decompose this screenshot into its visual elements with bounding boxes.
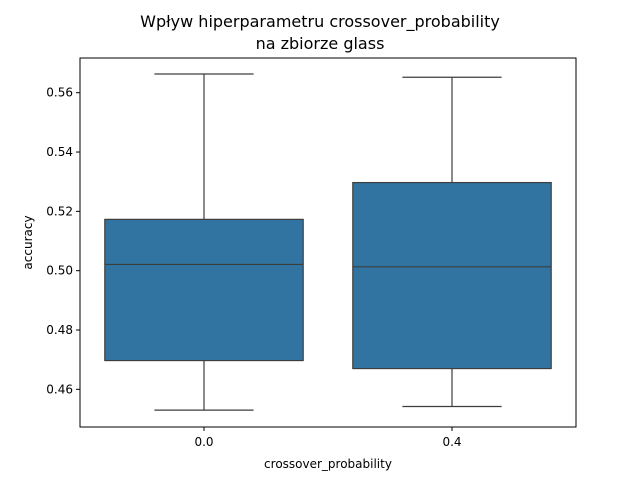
y-tick-label: 0.48 [46,323,73,337]
y-tick-label: 0.50 [46,264,73,278]
y-tick-label: 0.46 [46,382,73,396]
x-tick-label: 0.0 [194,435,213,449]
x-axis-label: crossover_probability [264,457,392,471]
plot-area-frame [79,57,577,428]
box-iqr [104,218,304,362]
y-axis-label: accuracy [21,215,35,269]
chart-title: Wpływ hiperparametru crossover_probabili… [140,12,500,31]
box-group-0.0 [104,73,304,411]
y-tick-label: 0.56 [46,86,73,100]
y-tick-label: 0.52 [46,204,73,218]
y-tick-label: 0.54 [46,145,73,159]
box-group-0.4 [352,76,552,408]
chart-subtitle: na zbiorze glass [255,34,385,53]
x-tick-label: 0.4 [442,435,461,449]
box-iqr [352,181,552,370]
